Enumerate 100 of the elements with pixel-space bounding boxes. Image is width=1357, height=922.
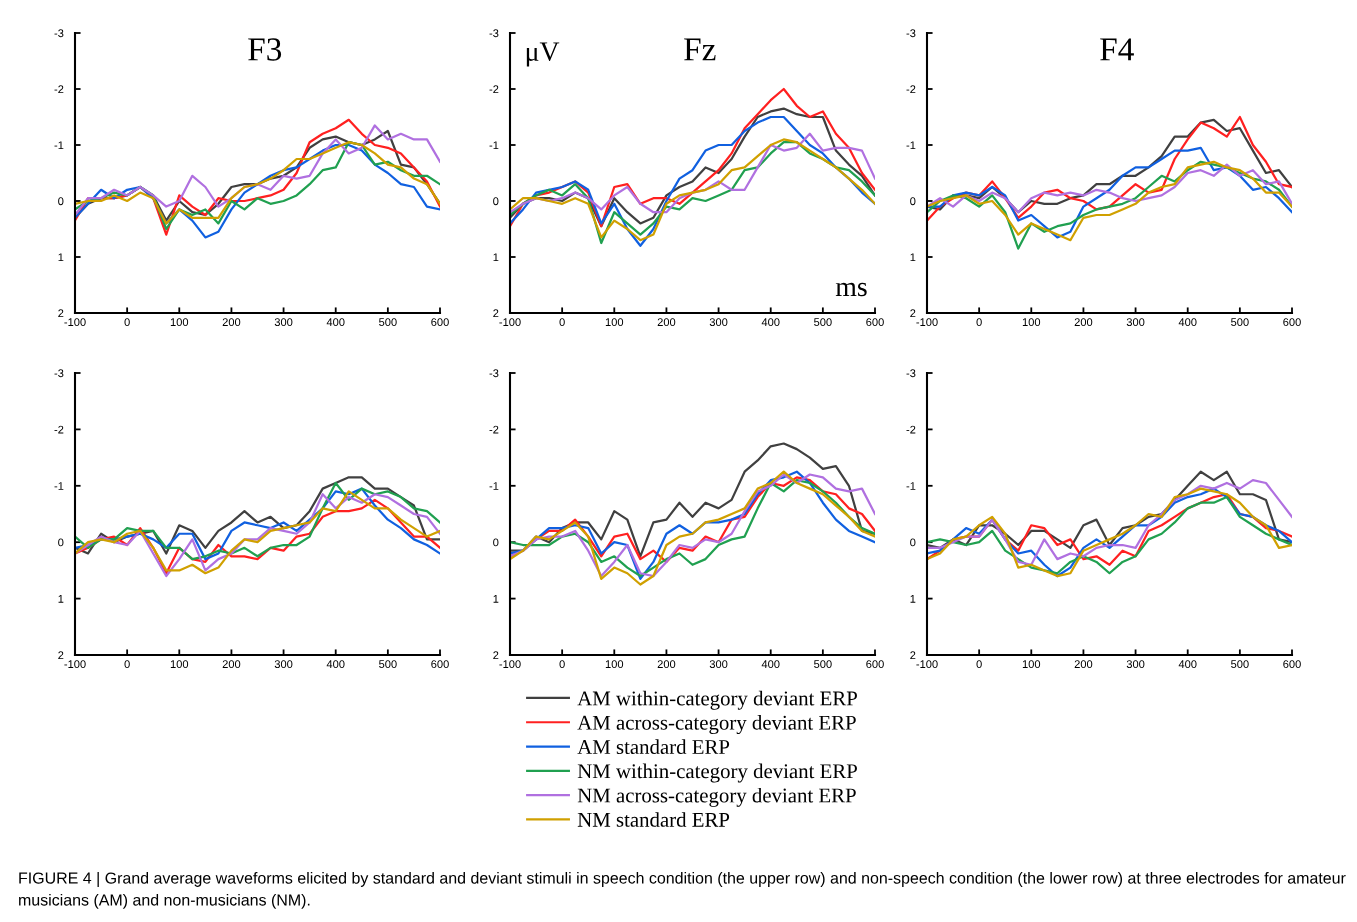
x-tick-label: 400 <box>761 318 780 327</box>
y-tick-label: -1 <box>54 482 64 490</box>
x-tick-label: -100 <box>64 318 86 327</box>
y-tick-label: -3 <box>489 369 499 378</box>
line-series <box>927 163 1292 214</box>
y-tick-label: 1 <box>493 253 499 262</box>
line-series <box>927 470 1292 549</box>
x-tick-label: 200 <box>657 660 676 669</box>
x-tick-label: 400 <box>326 660 345 669</box>
x-tick-label: 500 <box>1231 660 1249 669</box>
x-tick-label: 200 <box>1074 660 1093 669</box>
y-tick-label: -3 <box>54 369 64 378</box>
x-tick-label: 300 <box>274 660 293 669</box>
y-tick-label: 2 <box>58 309 64 318</box>
x-tick-label: 500 <box>1231 318 1249 327</box>
x-tick-label: 300 <box>709 318 728 327</box>
x-tick-label: 600 <box>1283 318 1301 327</box>
y-tick-label: 1 <box>910 594 916 603</box>
x-tick-label: 200 <box>657 318 676 327</box>
y-tick-label: -2 <box>489 425 499 434</box>
y-tick-label: 2 <box>493 309 499 318</box>
x-tick-label: 300 <box>1126 660 1145 669</box>
y-tick-label: 2 <box>910 309 916 318</box>
x-tick-label: 100 <box>605 660 624 669</box>
y-tick-label: -1 <box>54 141 64 150</box>
y-tick-label: -3 <box>489 29 499 38</box>
annotation: μV <box>526 42 560 67</box>
y-tick-label: -3 <box>54 29 64 38</box>
x-tick-label: 600 <box>431 318 449 327</box>
caption: FIGURE 4 | Grand average waveforms elicited by standard and deviant stimuli in speech condition (the upper row) and non-speech condition (the lower row) at three electrodes for amateur musicians (AM) and non-musicians (NM). <box>19 872 1346 909</box>
x-tick-label: 600 <box>866 318 884 327</box>
x-tick-label: 0 <box>559 318 565 327</box>
legend-label: AM standard ERP <box>577 739 730 755</box>
y-tick-label: 2 <box>493 651 499 660</box>
x-tick-label: 400 <box>761 660 780 669</box>
x-tick-label: 200 <box>222 318 241 327</box>
x-tick-label: 0 <box>976 660 982 669</box>
y-tick-label: 1 <box>910 253 916 262</box>
legend-label: NM across-category deviant ERP <box>577 787 856 807</box>
x-tick-label: -100 <box>499 318 521 327</box>
x-tick-label: 0 <box>559 660 565 669</box>
y-tick-label: 2 <box>58 651 64 660</box>
x-tick-label: -100 <box>499 660 521 669</box>
y-tick-label: 0 <box>910 197 916 206</box>
x-tick-label: 100 <box>1022 318 1041 327</box>
chart-title: Fz <box>684 38 716 61</box>
annotation: ms <box>835 282 867 297</box>
x-tick-label: 300 <box>274 318 293 327</box>
x-tick-label: 300 <box>709 660 728 669</box>
y-tick-label: -1 <box>489 141 499 150</box>
x-tick-label: -100 <box>64 660 86 669</box>
y-tick-label: 0 <box>493 538 499 547</box>
chart-title: F3 <box>248 38 282 61</box>
x-tick-label: 0 <box>124 318 130 327</box>
y-tick-label: -2 <box>906 85 916 94</box>
y-tick-label: -1 <box>906 482 916 490</box>
y-tick-label: 0 <box>58 538 64 547</box>
x-tick-label: 600 <box>431 660 449 669</box>
x-tick-label: 500 <box>379 318 397 327</box>
x-tick-label: 100 <box>170 660 189 669</box>
x-tick-label: 600 <box>866 660 884 669</box>
y-tick-label: -1 <box>489 482 499 490</box>
legend-label: AM within-category deviant ERP <box>577 690 857 710</box>
y-tick-label: 1 <box>58 253 64 262</box>
legend-label: AM across-category deviant ERP <box>577 715 856 735</box>
y-tick-label: 0 <box>910 538 916 547</box>
x-tick-label: 100 <box>170 318 189 327</box>
x-tick-label: 400 <box>1178 660 1197 669</box>
line-series <box>510 442 875 558</box>
legend-label: NM within-category deviant ERP <box>577 763 857 783</box>
line-series <box>75 118 440 236</box>
y-tick-label: -3 <box>906 369 916 378</box>
legend-label: NM standard ERP <box>577 812 730 827</box>
y-tick-label: -2 <box>906 425 916 434</box>
x-tick-label: 500 <box>814 660 832 669</box>
chart-title: F4 <box>1100 38 1134 61</box>
line-series <box>927 479 1292 566</box>
y-tick-label: -1 <box>906 141 916 150</box>
x-tick-label: 400 <box>326 318 345 327</box>
y-tick-label: 2 <box>910 651 916 660</box>
y-tick-label: -2 <box>489 85 499 94</box>
x-tick-label: 200 <box>1074 318 1093 327</box>
x-tick-label: -100 <box>916 660 938 669</box>
x-tick-label: 400 <box>1178 318 1197 327</box>
y-tick-label: -2 <box>54 85 64 94</box>
y-tick-label: -2 <box>54 425 64 434</box>
x-tick-label: 100 <box>605 318 624 327</box>
x-tick-label: 100 <box>1022 660 1041 669</box>
line-series <box>927 146 1292 239</box>
x-tick-label: 500 <box>814 318 832 327</box>
x-tick-label: 600 <box>1283 660 1301 669</box>
x-tick-label: 0 <box>976 318 982 327</box>
x-tick-label: 200 <box>222 660 241 669</box>
y-tick-label: 1 <box>493 594 499 603</box>
x-tick-label: 500 <box>379 660 397 669</box>
line-series <box>510 132 875 214</box>
y-tick-label: -3 <box>906 29 916 38</box>
x-tick-label: 0 <box>124 660 130 669</box>
y-tick-label: 0 <box>58 197 64 206</box>
x-tick-label: -100 <box>916 318 938 327</box>
